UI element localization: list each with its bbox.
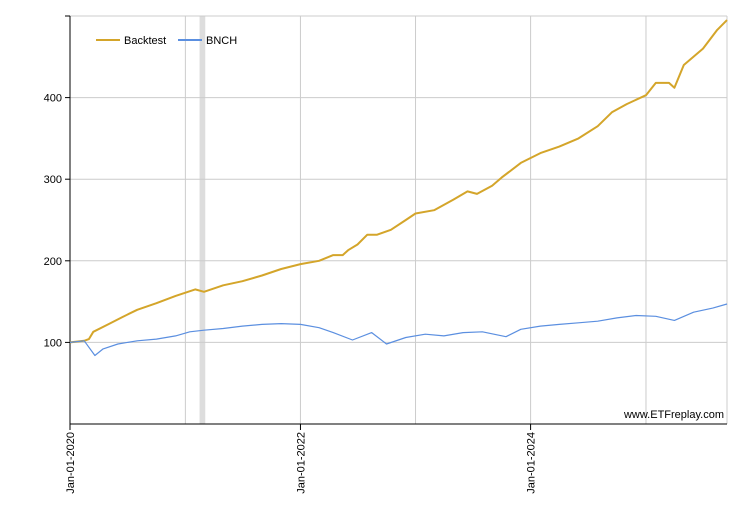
axis-layer: 100 200 300 400 Jan-01-2020 Jan-01-2022 Jan-01…: [44, 15, 727, 494]
x-tick-label: Jan-01-2022: [295, 432, 307, 494]
x-tick-label: Jan-01-2024: [526, 432, 538, 494]
watermark-text: www.ETFreplay.com: [623, 409, 724, 421]
y-tick-label: 200: [44, 256, 62, 268]
shaded-band-layer: [199, 16, 206, 424]
legend: Backtest BNCH: [96, 35, 237, 47]
series-line-backtest: [69, 19, 728, 344]
y-tick-label: 400: [44, 93, 62, 105]
shaded-period-band: [199, 16, 206, 424]
y-tick-label: 100: [44, 337, 62, 349]
legend-label-backtest: Backtest: [124, 35, 166, 47]
x-tick-label: Jan-01-2020: [65, 432, 77, 494]
series-line-bnch: [69, 303, 728, 357]
legend-label-bnch: BNCH: [206, 35, 237, 47]
series-layer: [69, 19, 728, 357]
grid-layer: [69, 15, 728, 424]
y-tick-label: 300: [44, 174, 62, 186]
